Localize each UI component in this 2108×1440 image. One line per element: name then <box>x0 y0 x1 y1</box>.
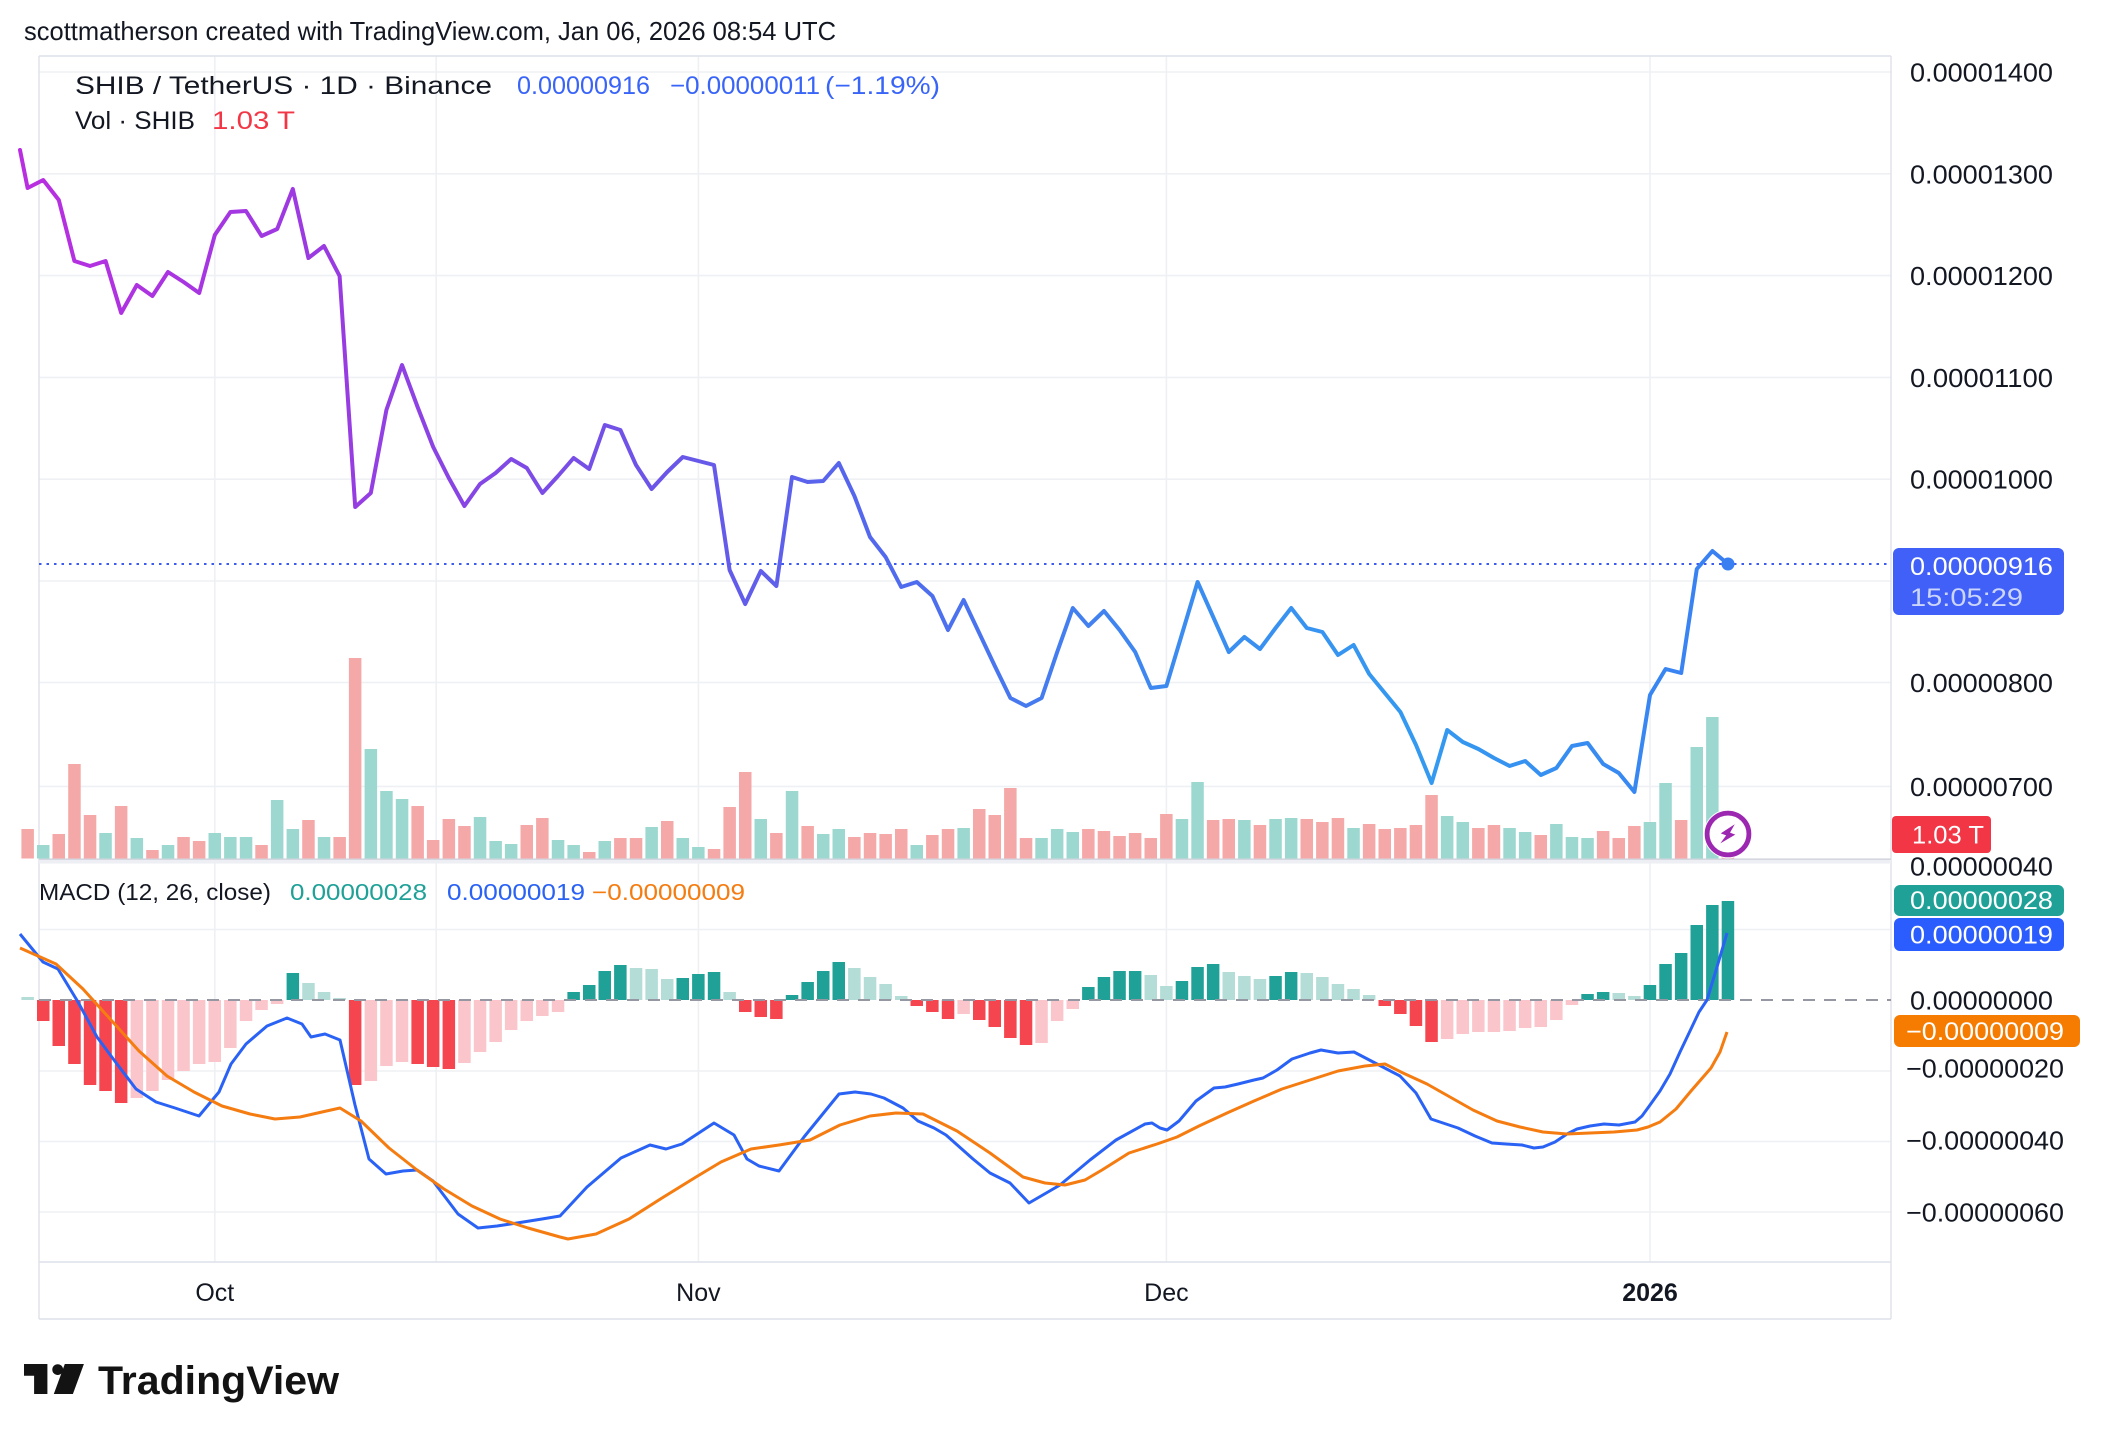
svg-text:1.03 T: 1.03 T <box>212 107 295 135</box>
svg-text:0.00001200: 0.00001200 <box>1910 261 2053 291</box>
svg-text:Oct: Oct <box>195 1279 234 1307</box>
svg-text:0.00000800: 0.00000800 <box>1910 668 2053 698</box>
svg-text:0.00000028: 0.00000028 <box>1910 887 2053 915</box>
svg-text:0.00000000: 0.00000000 <box>1910 986 2053 1016</box>
svg-text:0.00001400: 0.00001400 <box>1910 58 2053 88</box>
svg-text:−0.00000009: −0.00000009 <box>1906 1018 2064 1046</box>
svg-text:TradingView: TradingView <box>98 1359 340 1403</box>
svg-text:0.00000028: 0.00000028 <box>290 879 427 905</box>
svg-text:0.00000019: 0.00000019 <box>447 879 585 905</box>
svg-text:−0.00000009: −0.00000009 <box>592 879 745 905</box>
svg-text:−0.00000060: −0.00000060 <box>1906 1198 2064 1228</box>
svg-text:0.00000700: 0.00000700 <box>1910 772 2053 802</box>
svg-text:0.00001000: 0.00001000 <box>1910 465 2053 495</box>
svg-text:−0.00000020: −0.00000020 <box>1906 1054 2064 1084</box>
svg-text:scottmatherson created with Tr: scottmatherson created with TradingView.… <box>24 16 836 46</box>
svg-text:SHIB / TetherUS · 1D · Binance: SHIB / TetherUS · 1D · Binance <box>75 72 492 100</box>
svg-text:Dec: Dec <box>1144 1279 1188 1307</box>
svg-text:0.00001100: 0.00001100 <box>1910 363 2053 393</box>
svg-text:Vol · SHIB: Vol · SHIB <box>75 107 195 135</box>
svg-text:−0.00000040: −0.00000040 <box>1906 1126 2064 1156</box>
svg-text:15:05:29: 15:05:29 <box>1910 584 2023 612</box>
svg-text:1.03 T: 1.03 T <box>1912 822 1984 850</box>
svg-text:MACD (12, 26, close): MACD (12, 26, close) <box>39 879 271 905</box>
svg-text:0.00000040: 0.00000040 <box>1910 852 2053 882</box>
svg-text:0.00000916: 0.00000916 <box>1910 553 2053 581</box>
svg-text:0.00000916: 0.00000916 <box>517 72 650 100</box>
svg-text:0.00001300: 0.00001300 <box>1910 159 2053 189</box>
svg-text:2026: 2026 <box>1622 1279 1678 1307</box>
svg-text:Nov: Nov <box>676 1279 721 1307</box>
svg-text:−0.00000011: −0.00000011 <box>670 72 820 100</box>
svg-text:0.00000019: 0.00000019 <box>1910 922 2053 950</box>
svg-text:(−1.19%): (−1.19%) <box>825 72 940 100</box>
